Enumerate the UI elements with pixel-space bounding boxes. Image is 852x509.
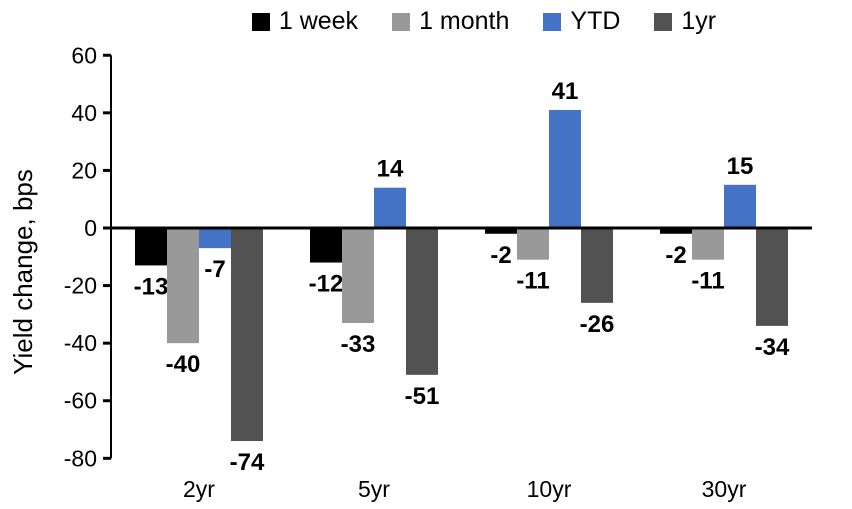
y-tick-label--60: -60 bbox=[64, 388, 97, 414]
x-category-label-30yr: 30yr bbox=[702, 476, 747, 502]
bar-5yr-1-month bbox=[342, 228, 374, 324]
data-label-2yr-1-month: -40 bbox=[166, 351, 201, 378]
x-category-label-2yr: 2yr bbox=[183, 476, 215, 502]
y-tick-label--80: -80 bbox=[64, 445, 97, 471]
bar-30yr-1yr bbox=[756, 228, 788, 326]
bar-5yr-1-week bbox=[310, 228, 342, 263]
bar-30yr-1-month bbox=[692, 228, 724, 260]
data-label-30yr-1yr: -34 bbox=[755, 334, 790, 361]
y-tick-label--20: -20 bbox=[64, 273, 97, 299]
data-label-10yr-1yr: -26 bbox=[580, 311, 615, 338]
bar-30yr-ytd bbox=[724, 184, 756, 228]
y-tick-label-0: 0 bbox=[84, 215, 97, 241]
y-tick-label-20: 20 bbox=[71, 157, 97, 183]
bar-5yr-ytd bbox=[374, 187, 406, 228]
y-tick-label--40: -40 bbox=[64, 330, 97, 356]
bar-2yr-1-month bbox=[167, 228, 199, 344]
data-label-2yr-1-week: -13 bbox=[134, 273, 169, 300]
data-label-5yr-ytd: 14 bbox=[377, 156, 404, 183]
y-tick-label-40: 40 bbox=[71, 100, 97, 126]
bar-2yr-ytd bbox=[199, 228, 231, 249]
data-label-30yr-1-week: -2 bbox=[665, 242, 686, 269]
y-tick-label-60: 60 bbox=[71, 42, 97, 68]
bar-10yr-1yr bbox=[581, 228, 613, 303]
bar-10yr-ytd bbox=[549, 109, 581, 228]
bar-10yr-1-week bbox=[485, 228, 517, 234]
y-axis-title: Yield change, bps bbox=[8, 169, 38, 375]
data-label-5yr-1-week: -12 bbox=[309, 271, 344, 298]
data-label-5yr-1-month: -33 bbox=[341, 331, 376, 358]
bar-10yr-1-month bbox=[517, 228, 549, 260]
bar-2yr-1yr bbox=[231, 228, 263, 442]
data-label-2yr-1yr: -74 bbox=[230, 449, 265, 476]
data-label-30yr-1-month: -11 bbox=[691, 268, 724, 295]
data-label-10yr-1-month: -11 bbox=[516, 268, 549, 295]
x-category-label-5yr: 5yr bbox=[358, 476, 390, 502]
bar-5yr-1yr bbox=[406, 228, 438, 375]
data-label-5yr-1yr: -51 bbox=[405, 383, 440, 410]
bar-2yr-1-week bbox=[135, 228, 167, 266]
bar-30yr-1-week bbox=[660, 228, 692, 234]
x-category-label-10yr: 10yr bbox=[527, 476, 572, 502]
data-label-2yr-ytd: -7 bbox=[204, 256, 225, 283]
data-label-30yr-ytd: 15 bbox=[727, 153, 754, 180]
data-label-10yr-ytd: 41 bbox=[552, 78, 579, 105]
data-label-10yr-1-week: -2 bbox=[490, 242, 511, 269]
